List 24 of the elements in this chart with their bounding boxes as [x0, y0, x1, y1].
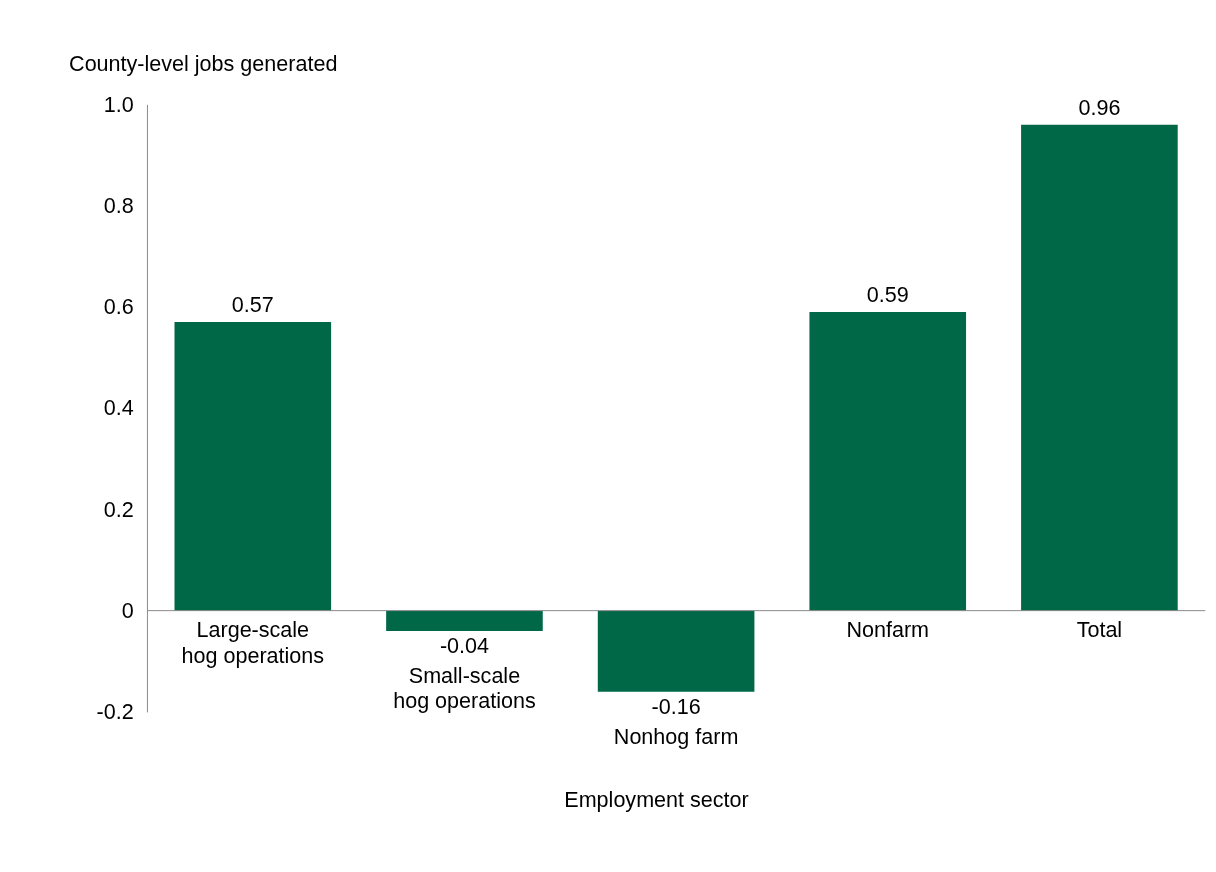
x-tick-label: Nonhog farm [613, 723, 739, 749]
y-tick-label: 0.2 [103, 496, 134, 522]
bar [386, 610, 543, 631]
y-tick-label: 0.8 [103, 192, 134, 218]
y-tick-label: -0.2 [96, 699, 134, 725]
y-tick-label: 0.4 [103, 395, 134, 421]
data-label: -0.16 [651, 694, 701, 720]
y-tick-label: 0 [121, 597, 134, 623]
y-tick-label: 1.0 [103, 91, 134, 117]
data-label: 0.96 [1078, 94, 1121, 120]
x-tick-label: Large-scale hog operations [181, 617, 325, 668]
bar [809, 311, 967, 611]
x-tick-label: Nonfarm [846, 617, 930, 643]
x-tick-label: Total [1076, 617, 1123, 643]
bar [1021, 124, 1178, 611]
x-tick-label: Small-scale hog operations [393, 662, 536, 714]
y-axis-title: County-level jobs generated [69, 50, 338, 76]
data-label: 0.59 [866, 282, 909, 308]
data-label: -0.04 [439, 633, 490, 659]
x-axis-title: Employment sector [564, 786, 749, 812]
bar [174, 322, 332, 611]
y-tick-label: 0.6 [103, 294, 134, 320]
data-label: 0.57 [231, 292, 274, 318]
bar [597, 610, 755, 692]
